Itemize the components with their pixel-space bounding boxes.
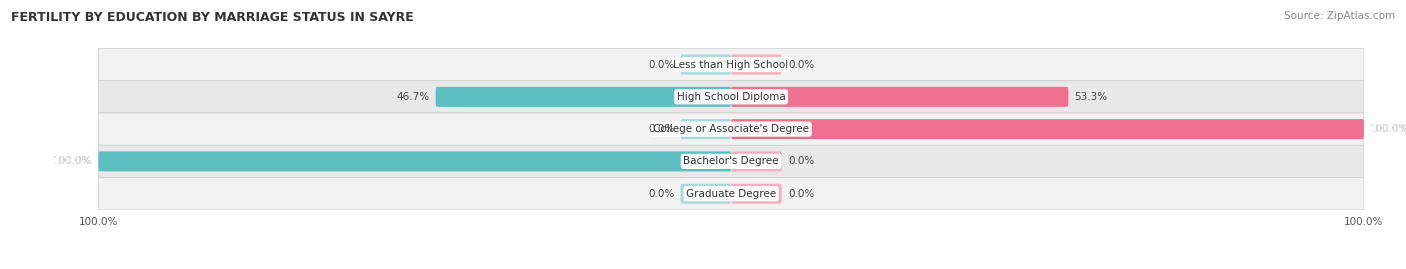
Text: 0.0%: 0.0% <box>787 59 814 70</box>
FancyBboxPatch shape <box>98 178 1364 210</box>
FancyBboxPatch shape <box>98 145 1364 178</box>
FancyBboxPatch shape <box>436 87 731 107</box>
FancyBboxPatch shape <box>681 184 731 204</box>
FancyBboxPatch shape <box>98 48 1364 81</box>
Text: Graduate Degree: Graduate Degree <box>686 189 776 199</box>
FancyBboxPatch shape <box>731 151 782 171</box>
Text: 100.0%: 100.0% <box>1369 124 1406 134</box>
FancyBboxPatch shape <box>731 55 782 75</box>
Text: 53.3%: 53.3% <box>1074 92 1108 102</box>
Text: 0.0%: 0.0% <box>648 189 675 199</box>
FancyBboxPatch shape <box>731 119 1364 139</box>
Text: 100.0%: 100.0% <box>1369 124 1406 134</box>
Text: Source: ZipAtlas.com: Source: ZipAtlas.com <box>1284 11 1395 21</box>
Text: Bachelor's Degree: Bachelor's Degree <box>683 156 779 167</box>
FancyBboxPatch shape <box>731 87 1069 107</box>
FancyBboxPatch shape <box>98 151 731 171</box>
Text: Less than High School: Less than High School <box>673 59 789 70</box>
Text: High School Diploma: High School Diploma <box>676 92 786 102</box>
Text: 100.0%: 100.0% <box>52 156 91 167</box>
FancyBboxPatch shape <box>681 119 731 139</box>
Text: 0.0%: 0.0% <box>787 156 814 167</box>
FancyBboxPatch shape <box>731 184 782 204</box>
Text: 0.0%: 0.0% <box>648 124 675 134</box>
Legend: Married, Unmarried: Married, Unmarried <box>644 266 818 269</box>
Text: 46.7%: 46.7% <box>396 92 429 102</box>
FancyBboxPatch shape <box>98 81 1364 113</box>
Text: 0.0%: 0.0% <box>787 189 814 199</box>
Text: 100.0%: 100.0% <box>52 156 91 167</box>
FancyBboxPatch shape <box>681 55 731 75</box>
Text: 0.0%: 0.0% <box>648 59 675 70</box>
Text: College or Associate's Degree: College or Associate's Degree <box>654 124 808 134</box>
FancyBboxPatch shape <box>98 113 1364 145</box>
Text: FERTILITY BY EDUCATION BY MARRIAGE STATUS IN SAYRE: FERTILITY BY EDUCATION BY MARRIAGE STATU… <box>11 11 413 24</box>
